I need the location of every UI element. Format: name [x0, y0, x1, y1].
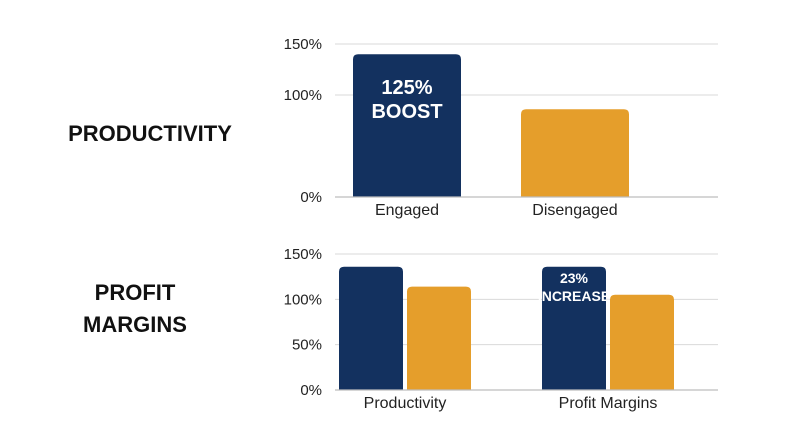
chart-2-bar	[610, 294, 674, 390]
chart-1-y-tick-label: 100%	[284, 87, 322, 104]
chart-2-bar-annotation: INCREASE	[538, 288, 610, 304]
chart-2-category-label: Productivity	[364, 395, 447, 412]
chart-2-y-tick-label: 150%	[284, 246, 322, 263]
chart-2-bar	[339, 266, 403, 390]
profit-margins-section-label: PROFIT MARGINS	[60, 277, 210, 341]
chart-2-y-tick-label: 50%	[292, 337, 322, 354]
profit-label-line-2: MARGINS	[83, 312, 187, 337]
chart-2-category-label: Profit Margins	[559, 395, 658, 412]
chart-1-bar-annotation: 125%	[381, 77, 432, 99]
productivity-section-label: PRODUCTIVITY	[68, 121, 232, 146]
chart-2-y-tick-label: 100%	[284, 291, 322, 308]
chart-2-bar	[542, 266, 606, 390]
chart-2-bar	[407, 286, 471, 390]
chart-1-bar	[353, 54, 461, 198]
chart-2-bar-annotation: 23%	[560, 270, 589, 286]
chart-2-y-tick-label: 0%	[300, 382, 322, 399]
chart-1-y-tick-label: 150%	[284, 36, 322, 53]
chart-1-bar	[521, 109, 629, 197]
profit-label-line-1: PROFIT	[94, 280, 176, 305]
chart-1-category-label: Engaged	[375, 202, 439, 219]
chart-1-y-tick-label: 0%	[300, 189, 322, 206]
chart-1-category-label: Disengaged	[532, 202, 617, 219]
chart-1-bar-annotation: BOOST	[371, 101, 442, 123]
